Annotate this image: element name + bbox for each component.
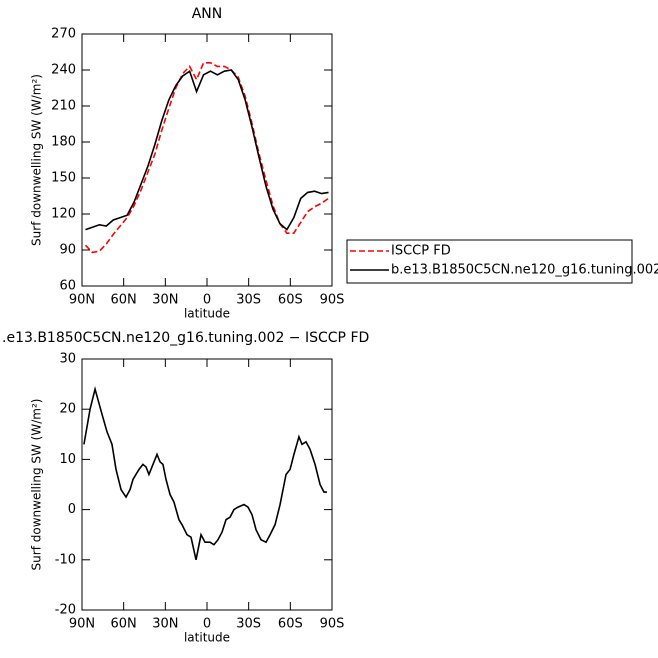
y-tick-label: 60 (59, 279, 76, 294)
x-tick-label: 0 (203, 617, 211, 632)
x-axis-label: latitude (184, 631, 230, 645)
y-tick-label: 120 (51, 207, 76, 222)
legend-label: b.e13.B1850C5CN.ne120_g16.tuning.002 (391, 263, 658, 278)
y-tick-label: -10 (55, 552, 76, 567)
x-tick-label: 60S (278, 293, 303, 308)
x-tick-label: 30S (236, 617, 261, 632)
legend-box (346, 239, 633, 284)
x-tick-label: 90S (320, 293, 345, 308)
y-axis-label: Surf downwelling SW (W/m²) (30, 399, 44, 571)
x-tick-label: 90N (69, 293, 95, 308)
y-axis-label: Surf downwelling SW (W/m²) (30, 74, 44, 246)
x-tick-label: 30N (152, 617, 178, 632)
y-tick-label: 210 (51, 99, 76, 114)
data-line (84, 62, 329, 254)
chart-title: .e13.B1850C5CN.ne120_g16.tuning.002 − IS… (2, 330, 369, 346)
chart-title: ANN (192, 6, 223, 22)
x-tick-label: 90N (69, 617, 95, 632)
x-tick-label: 60N (111, 293, 137, 308)
y-tick-label: 180 (51, 135, 76, 150)
y-tick-label: 240 (51, 63, 76, 78)
data-line (85, 69, 329, 231)
y-tick-label: 20 (59, 402, 76, 417)
x-tick-label: 30S (236, 293, 261, 308)
data-line (83, 385, 327, 560)
y-tick-label: 0 (68, 502, 76, 517)
y-tick-label: 150 (51, 171, 76, 186)
y-tick-label: 30 (59, 352, 76, 367)
x-tick-label: 90S (320, 617, 345, 632)
x-tick-label: 0 (203, 293, 211, 308)
y-tick-label: 90 (59, 243, 76, 258)
x-tick-label: 60N (111, 617, 137, 632)
legend-label: ISCCP FD (391, 244, 451, 259)
x-tick-label: 30N (152, 293, 178, 308)
x-tick-label: 60S (278, 617, 303, 632)
y-tick-label: 10 (59, 452, 76, 467)
y-tick-label: -20 (55, 603, 76, 618)
x-axis-label: latitude (184, 307, 230, 321)
plot-frame (81, 33, 333, 287)
y-tick-label: 270 (51, 27, 76, 42)
